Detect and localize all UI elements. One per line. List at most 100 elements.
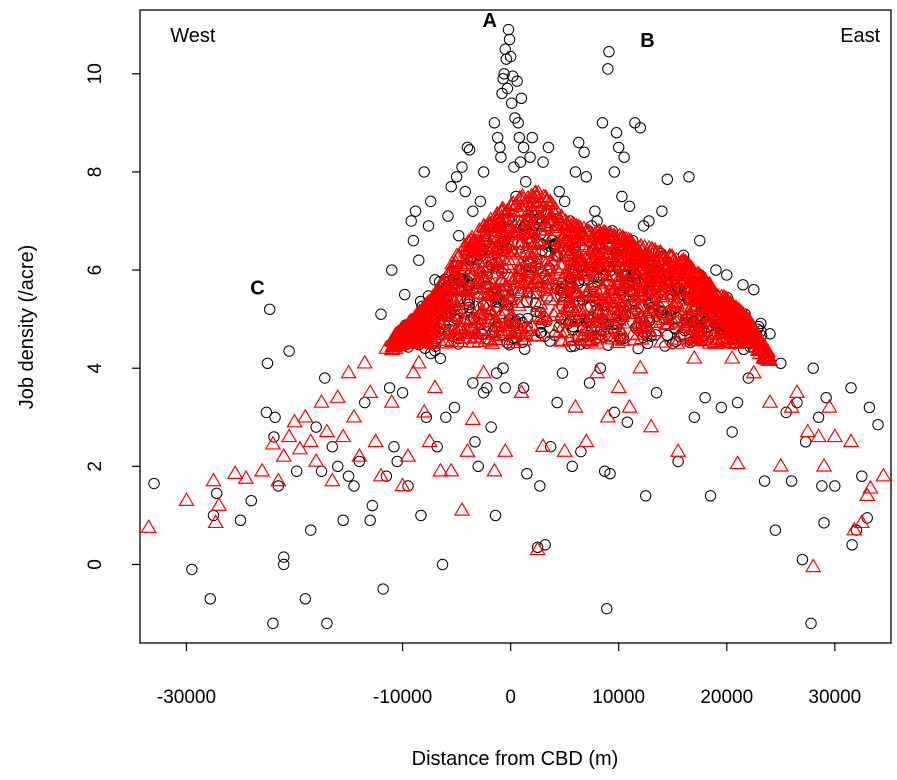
data-point-triangle [644, 241, 661, 256]
data-point-circle [799, 436, 812, 448]
data-point-triangle [531, 221, 548, 236]
data-point-circle [589, 205, 601, 217]
x-tick-label: -10000 [373, 687, 432, 708]
plot-frame [139, 9, 892, 644]
data-point-circle [640, 490, 652, 502]
data-point-triangle [465, 247, 482, 262]
data-point-triangle [475, 364, 492, 379]
data-point-circle [290, 465, 303, 477]
data-point-triangle [280, 428, 298, 443]
data-point-triangle [647, 314, 664, 328]
data-point-triangle [484, 253, 502, 268]
data-point-triangle [565, 231, 582, 246]
data-point-triangle [449, 278, 466, 293]
data-point-triangle [489, 264, 506, 279]
data-point-circle [710, 264, 722, 276]
data-point-circle [494, 141, 506, 154]
data-point-triangle [205, 472, 222, 487]
data-point-triangle [546, 324, 564, 339]
data-point-circle [383, 382, 396, 394]
data-point-circle [321, 617, 333, 630]
data-point-triangle [526, 236, 543, 250]
data-point-triangle [577, 259, 594, 274]
data-point-circle [234, 514, 247, 527]
data-point-circle [440, 411, 452, 423]
data-point-triangle [721, 320, 739, 335]
data-point-triangle [564, 313, 581, 328]
data-point-triangle [481, 228, 498, 242]
data-point-triangle [429, 304, 447, 319]
data-point-triangle [578, 297, 596, 312]
data-point-triangle [597, 308, 614, 323]
data-point-circle [377, 583, 389, 595]
data-point-triangle [471, 299, 488, 314]
data-point-circle [526, 131, 538, 144]
data-point-triangle [501, 322, 518, 337]
data-point-triangle [548, 219, 565, 234]
data-point-triangle [699, 288, 716, 303]
data-point-triangle [747, 332, 764, 347]
data-point-triangle [394, 477, 411, 492]
data-point-triangle [537, 281, 554, 296]
data-point-circle [623, 200, 636, 212]
data-point-circle [348, 480, 360, 492]
data-point-triangle [660, 316, 677, 331]
data-point-triangle [490, 317, 507, 332]
data-point-triangle [638, 317, 656, 332]
data-point-triangle [624, 276, 641, 291]
data-point-triangle [589, 311, 606, 326]
data-point-circle [758, 475, 771, 487]
data-point-triangle [476, 286, 493, 301]
data-point-triangle [615, 274, 632, 289]
data-point-triangle [556, 218, 574, 233]
data-point-triangle [499, 243, 517, 258]
data-point-triangle [361, 384, 379, 398]
data-point-circle [683, 171, 695, 183]
data-point-circle [445, 180, 457, 193]
data-point-circle [769, 524, 782, 536]
data-point-triangle [460, 303, 478, 318]
data-point-triangle [584, 308, 601, 323]
data-point-circle [603, 46, 615, 58]
data-point-triangle [590, 304, 607, 319]
data-point-triangle [613, 325, 630, 340]
data-point-triangle [493, 308, 510, 323]
data-point-triangle [563, 244, 580, 259]
data-point-triangle [528, 204, 546, 219]
data-point-triangle [465, 233, 483, 248]
data-point-circle [608, 406, 621, 419]
data-point-triangle [631, 315, 648, 330]
data-point-triangle [400, 316, 418, 331]
data-point-circle [610, 126, 623, 139]
data-point-triangle [471, 262, 489, 277]
data-point-circle [366, 499, 379, 512]
data-point-triangle [577, 319, 595, 334]
data-point-triangle [612, 301, 629, 316]
data-point-triangle [521, 261, 538, 276]
data-point-circle [467, 205, 479, 217]
data-point-circle [364, 514, 376, 527]
data-point-circle [553, 185, 565, 198]
data-point-triangle [505, 334, 523, 349]
data-point-triangle [473, 235, 490, 250]
data-point-triangle [595, 279, 612, 294]
data-point-triangle [669, 270, 687, 285]
data-point-triangle [496, 259, 513, 274]
data-point-circle [488, 117, 501, 129]
data-point-circle [472, 460, 484, 473]
data-point-circle [263, 303, 276, 316]
data-point-triangle [719, 300, 736, 315]
data-point-triangle [504, 224, 522, 239]
data-point-triangle [686, 317, 704, 332]
data-point-triangle [601, 226, 618, 241]
data-point-circle [542, 141, 555, 154]
data-point-triangle [597, 296, 615, 311]
y-tick-label: 4 [85, 362, 106, 373]
data-point-circle [580, 171, 592, 183]
data-point-circle [569, 166, 582, 178]
data-point-triangle [559, 273, 576, 288]
data-point-triangle [503, 310, 520, 325]
data-point-circle [596, 117, 609, 129]
data-point-circle [450, 171, 463, 183]
data-point-circle [269, 411, 281, 423]
